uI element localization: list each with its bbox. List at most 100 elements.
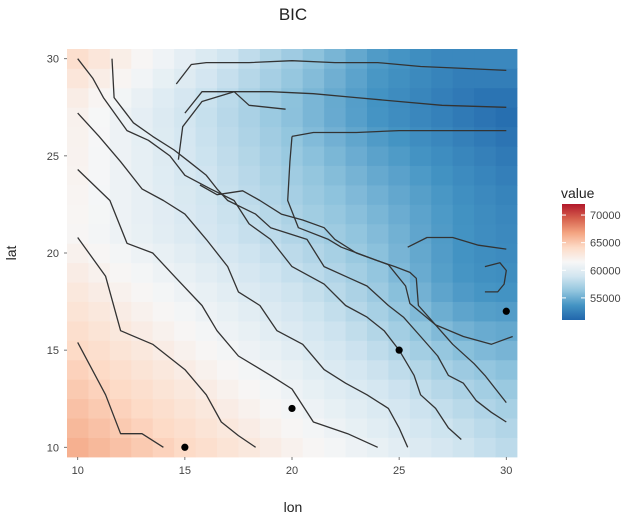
heatmap-tile xyxy=(409,223,432,244)
heatmap-tile xyxy=(474,165,496,186)
heatmap-tile xyxy=(174,398,196,419)
heatmap-tile xyxy=(109,418,132,438)
heatmap-tile xyxy=(388,223,411,244)
heatmap-tile xyxy=(409,340,432,361)
heatmap-tile xyxy=(281,185,304,205)
heatmap-tile xyxy=(302,321,325,341)
heatmap-tile xyxy=(67,321,89,341)
heatmap-tile xyxy=(195,301,218,322)
x-axis-ticks: 10 15 20 25 30 xyxy=(72,457,512,477)
heatmap-tile xyxy=(474,223,496,244)
heatmap-tile xyxy=(495,398,518,419)
heatmap-tile xyxy=(431,49,454,69)
heatmap-tile xyxy=(281,282,304,302)
heatmap-tile xyxy=(431,87,454,108)
heatmap-tile xyxy=(431,243,454,264)
x-tick-label: 20 xyxy=(286,465,298,477)
heatmap-tile xyxy=(152,165,175,186)
heatmap-tile xyxy=(495,321,518,341)
heatmap-tile xyxy=(474,340,496,361)
heatmap-tile xyxy=(131,107,154,128)
heatmap-tile xyxy=(195,146,218,166)
heatmap-tile xyxy=(131,301,154,322)
heatmap-tile xyxy=(345,282,368,302)
heatmap-tile xyxy=(281,262,304,283)
heatmap-tile xyxy=(67,301,89,322)
contour-line xyxy=(77,112,409,448)
heatmap-tile xyxy=(452,87,475,108)
heatmap-tile xyxy=(259,243,282,264)
heatmap-tile xyxy=(131,359,154,380)
legend-tick-label: 55000 xyxy=(590,293,621,305)
heatmap-tile xyxy=(367,49,389,69)
heatmap-tile xyxy=(345,398,368,419)
heatmap-tile xyxy=(367,262,389,283)
heatmap-tile xyxy=(367,340,389,361)
heatmap-tile xyxy=(367,359,389,380)
heatmap-tile xyxy=(409,68,432,89)
heatmap-tile xyxy=(131,262,154,283)
heatmap-tile xyxy=(345,321,368,341)
heatmap-tile xyxy=(195,243,218,264)
heatmap-tile xyxy=(259,359,282,380)
heatmap-tile xyxy=(474,49,496,69)
heatmap-tile xyxy=(367,185,389,205)
heatmap-tile xyxy=(217,379,239,400)
heatmap-tile xyxy=(217,87,239,108)
heatmap-tile xyxy=(259,301,282,322)
heatmap-tile xyxy=(324,301,346,322)
heatmap-tile xyxy=(88,204,111,225)
heatmap-tile xyxy=(302,379,325,400)
heatmap-tile xyxy=(474,418,496,438)
heatmap-tile xyxy=(431,126,454,147)
heatmap-tile xyxy=(345,340,368,361)
contour-line xyxy=(287,136,513,345)
heatmap-tile xyxy=(131,87,154,108)
heatmap-tile xyxy=(495,204,518,225)
heatmap-tile xyxy=(345,165,368,186)
heatmap-tile xyxy=(367,68,389,89)
contour-line xyxy=(77,169,378,448)
heatmap-tile xyxy=(474,68,496,89)
heatmap-tile xyxy=(367,165,389,186)
heatmap-tile xyxy=(174,301,196,322)
heatmap-tile xyxy=(238,301,261,322)
heatmap-tile xyxy=(88,262,111,283)
heatmap-tile xyxy=(495,223,518,244)
heatmap-tile xyxy=(238,321,261,341)
heatmap-tile xyxy=(238,340,261,361)
heatmap-tile xyxy=(131,340,154,361)
heatmap-tile xyxy=(174,185,196,205)
heatmap-tile xyxy=(174,223,196,244)
heatmap-tile xyxy=(174,146,196,166)
heatmap-tile xyxy=(324,282,346,302)
heatmap-tile xyxy=(131,146,154,166)
heatmap-tile xyxy=(409,146,432,166)
heatmap-tile xyxy=(238,204,261,225)
heatmap-tile xyxy=(259,437,282,458)
heatmap-tile xyxy=(67,359,89,380)
heatmap-tile xyxy=(195,379,218,400)
heatmap-tile xyxy=(195,49,218,69)
color-legend: value 55000 60000 65000 70000 xyxy=(561,185,621,320)
heatmap-tile xyxy=(195,107,218,128)
heatmap-tile xyxy=(324,49,346,69)
heatmap-tile xyxy=(195,418,218,438)
contour-line xyxy=(111,58,507,423)
heatmap-tile xyxy=(217,204,239,225)
heatmap-tile xyxy=(217,223,239,244)
heatmap-tile xyxy=(109,49,132,69)
heatmap-tile xyxy=(67,262,89,283)
heatmap-tile xyxy=(131,398,154,419)
heatmap-tile xyxy=(324,204,346,225)
heatmap-tile xyxy=(67,437,89,458)
heatmap-tile xyxy=(238,165,261,186)
heatmap-tile xyxy=(345,146,368,166)
heatmap-tile xyxy=(131,243,154,264)
heatmap-tile xyxy=(452,437,475,458)
legend-tick-label: 60000 xyxy=(590,265,621,277)
heatmap-tile xyxy=(109,68,132,89)
heatmap-tile xyxy=(324,107,346,128)
heatmap-tile xyxy=(67,418,89,438)
